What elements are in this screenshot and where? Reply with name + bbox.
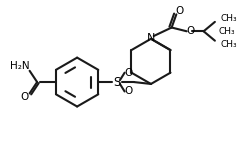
- Text: S: S: [114, 76, 121, 89]
- Text: CH₃: CH₃: [221, 14, 237, 23]
- Text: H₂N: H₂N: [10, 61, 30, 71]
- Text: CH₃: CH₃: [221, 40, 237, 49]
- Text: O: O: [124, 86, 132, 96]
- Text: N: N: [147, 33, 155, 43]
- Text: O: O: [124, 68, 132, 78]
- Text: CH₃: CH₃: [219, 27, 235, 36]
- Text: O: O: [186, 26, 195, 36]
- Text: O: O: [175, 6, 183, 16]
- Text: O: O: [21, 92, 29, 102]
